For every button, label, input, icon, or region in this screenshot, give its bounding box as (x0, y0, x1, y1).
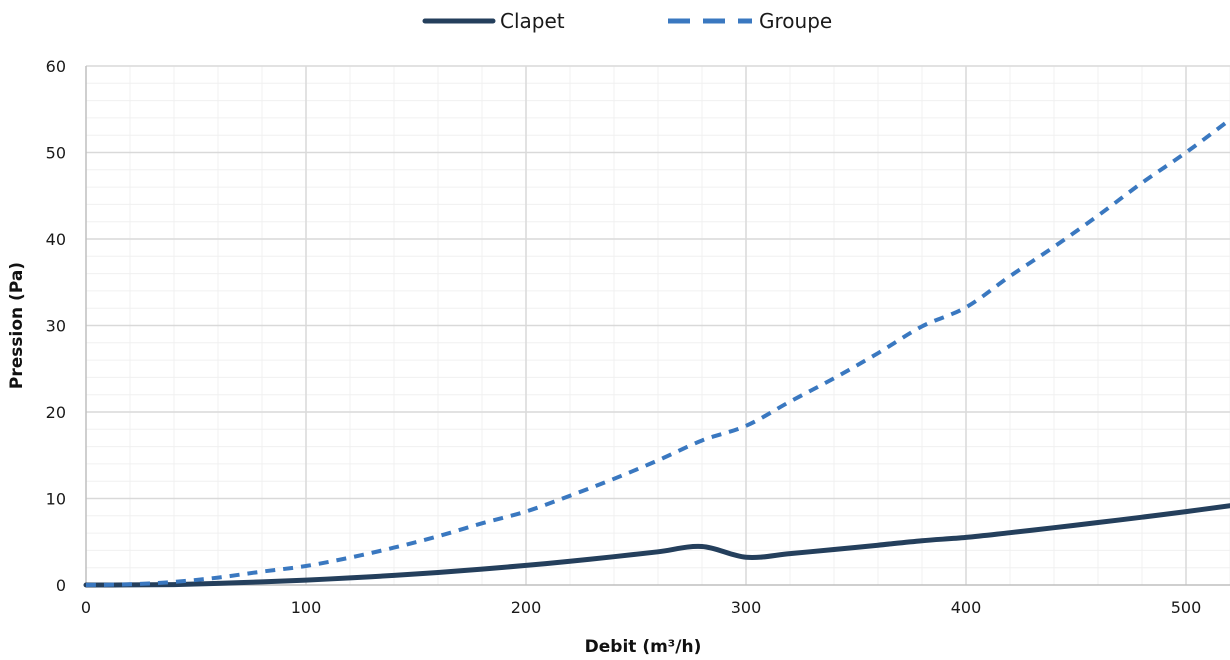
legend-item-clapet: Clapet (422, 9, 565, 33)
legend: Clapet Groupe (422, 9, 832, 33)
legend-label: Clapet (500, 9, 565, 33)
y-tick-label: 40 (46, 230, 66, 249)
y-tick-label: 0 (56, 576, 66, 595)
series-line-clapet (83, 503, 1230, 588)
major-grid (86, 65, 1230, 585)
y-tick-label: 10 (46, 490, 66, 509)
legend-item-groupe: Groupe (668, 9, 832, 33)
series-layer (83, 118, 1230, 588)
x-tick-label: 100 (291, 598, 322, 617)
y-tick-label: 20 (46, 403, 66, 422)
series-line-groupe (85, 118, 1230, 587)
x-tick-label: 0 (81, 598, 91, 617)
x-tick-label: 500 (1171, 598, 1202, 617)
legend-label: Groupe (759, 9, 832, 33)
axes (85, 66, 1230, 586)
x-axis-title: Debit (m³/h) (585, 637, 702, 657)
x-tick-label: 400 (951, 598, 982, 617)
y-tick-label: 30 (46, 317, 66, 336)
x-axis-ticks: 0 100 200 300 400 500 (81, 598, 1201, 617)
y-tick-label: 60 (46, 57, 66, 76)
x-tick-label: 200 (511, 598, 542, 617)
y-axis-title: Pression (Pa) (7, 262, 27, 389)
x-tick-label: 300 (731, 598, 762, 617)
y-axis-ticks: 0 10 20 30 40 50 60 (46, 57, 66, 595)
y-tick-label: 50 (46, 144, 66, 163)
